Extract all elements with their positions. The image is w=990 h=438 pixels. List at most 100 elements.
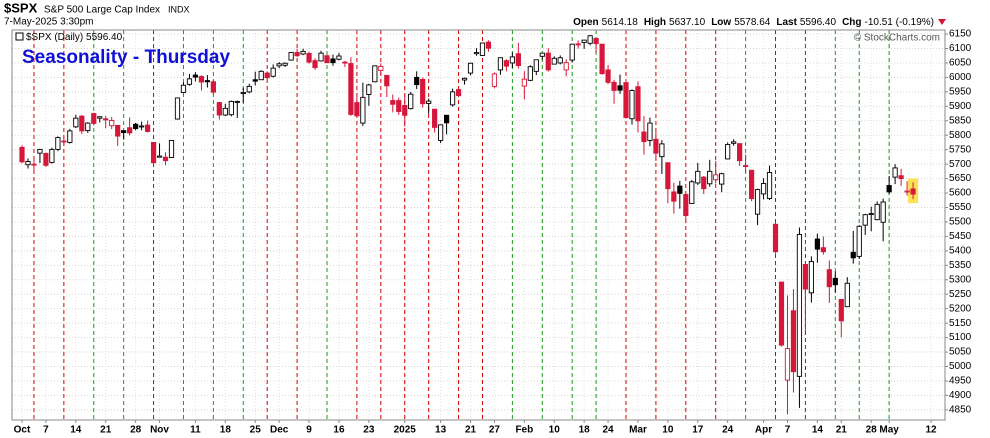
y-tick-label: 5950 [949,87,972,98]
candle-body [617,85,623,91]
y-tick-label: 4850 [949,405,972,416]
candle-body [754,189,761,215]
candle-body [820,247,826,253]
candle-body [234,100,240,103]
candle-body [37,148,43,154]
x-tick-label: 9 [306,425,312,436]
candle-body [79,115,85,132]
candle-body [880,201,886,223]
y-tick-label: 5250 [949,289,972,300]
y-tick-label: 5900 [949,101,972,112]
y-tick-label: 5000 [949,361,972,372]
candle-body [886,185,892,193]
candle-body [910,188,916,195]
candle-body [862,214,868,226]
candle-body [647,122,653,141]
candle-body [420,78,426,105]
candle-body [55,137,61,150]
y-tick-label: 6000 [949,72,972,83]
candle-body [713,174,719,181]
candle-body [390,100,396,105]
y-tick-label: 5400 [949,246,972,257]
candle-body [282,62,288,66]
stat-value: -10.51 (-0.19%) [865,17,934,28]
candle-body [300,50,306,55]
x-tick-label: 24 [603,425,615,436]
annotation: Seasonality - Thursday [22,47,230,68]
candle-body [276,63,282,67]
candle-body [162,156,169,162]
x-tick-label: 10 [549,425,561,436]
candle-body [109,120,115,127]
candle-body [581,39,587,43]
candle-body [832,277,838,286]
grid-layer [12,30,945,420]
candle-body [611,81,617,91]
candle-body [473,52,480,55]
candle-body [288,52,294,61]
marks-layer [19,34,919,415]
candle-body [784,348,791,381]
candle-body [599,43,605,75]
stat-label: Low [711,17,731,28]
candle-body [629,89,635,120]
x-tick-label: Oct [14,425,31,436]
candle-body [139,125,145,128]
x-tick-label: 18 [579,425,591,436]
x-tick-label: 18 [220,425,232,436]
x-tick-label: 16 [333,425,345,436]
candle-body [850,251,856,259]
candle-body [623,82,629,119]
legend-icon [15,32,24,41]
candle-body [509,56,515,64]
y-tick-label: 5750 [949,144,972,155]
candle-body [31,163,37,166]
candle-body [336,55,342,60]
x-tick-label: 14 [70,425,82,436]
candle-body [372,65,378,83]
candle-body [378,65,384,71]
x-tick-label: May [879,425,899,436]
candle-body [103,118,109,121]
candle-body [318,52,324,62]
stat-label: High [644,17,666,28]
change-arrow [938,19,946,25]
candle-body [246,85,252,93]
x-tick-label: Dec [270,425,289,436]
candle-body [222,107,228,116]
candle-body [904,190,910,193]
candle-body [73,117,79,128]
candle-body [270,67,276,77]
x-tick-label: 13 [435,425,447,436]
candle-body [294,52,300,57]
candle-body [838,298,844,322]
y-tick-label: 5350 [949,260,972,271]
y-tick-label: 5100 [949,332,972,343]
candle-body [461,77,468,81]
candle-body [533,59,539,72]
candle-body [814,238,820,250]
x-tick-label: 21 [836,425,848,436]
candle-body [796,233,803,377]
candle-body [150,142,157,164]
candle-body [575,43,581,46]
y-tick-label: 5050 [949,347,972,358]
legend: $SPX (Daily) 5596.40 [26,32,123,43]
candle-body [443,114,450,124]
candle-body [402,105,408,116]
candle-body [569,43,575,61]
candle-body [168,139,175,158]
y-tick-label: 4950 [949,376,972,387]
candle-body [892,167,898,178]
candle-body [778,281,785,346]
candle-body [97,116,103,119]
candle-body [396,100,402,112]
candle-body [497,57,504,71]
x-tick-label: 28 [130,425,142,436]
candle-body [737,143,743,162]
datetime: 7-May-2025 3:30pm [4,17,94,28]
quote-stats: Open 5614.18 High 5637.10 Low 5578.64 Last 5596… [573,17,934,28]
candle-body [593,37,599,45]
x-tick-label: 7 [43,425,49,436]
